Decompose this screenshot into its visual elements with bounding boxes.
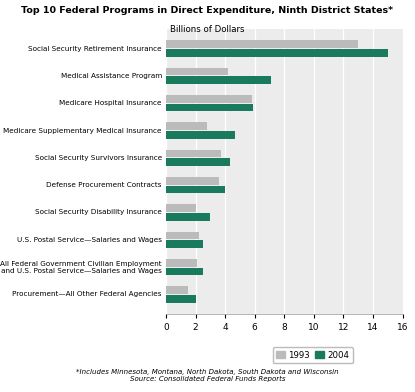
Bar (166, 177, 219, 185)
Bar (166, 232, 198, 239)
Bar (166, 40, 358, 48)
Bar (166, 150, 221, 157)
Bar (166, 131, 235, 139)
Bar (166, 158, 229, 166)
Bar (166, 286, 188, 294)
Bar (166, 122, 208, 130)
Bar (166, 259, 197, 267)
Bar (166, 186, 225, 193)
Text: Top 10 Federal Programs in Direct Expenditure, Ninth District States*: Top 10 Federal Programs in Direct Expend… (22, 6, 393, 15)
Bar (166, 49, 388, 57)
Bar (166, 213, 210, 221)
Bar (166, 104, 253, 111)
Bar (166, 95, 252, 103)
Bar (166, 204, 195, 212)
Bar (166, 76, 271, 84)
Text: Billions of Dollars: Billions of Dollars (170, 25, 245, 34)
Bar (166, 68, 228, 75)
Bar (166, 295, 195, 303)
Bar (166, 268, 203, 275)
Legend: 1993, 2004: 1993, 2004 (273, 347, 353, 363)
Text: *Includes Minnesota, Montana, North Dakota, South Dakota and Wisconsin
Source: C: *Includes Minnesota, Montana, North Dako… (76, 369, 339, 382)
Bar (166, 240, 203, 248)
